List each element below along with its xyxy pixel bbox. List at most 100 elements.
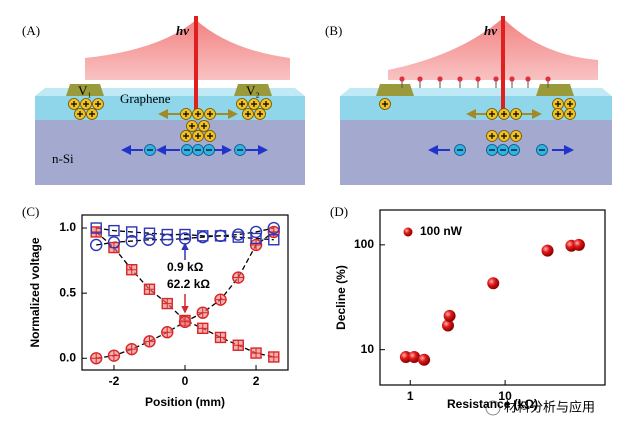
marker-square: [126, 226, 138, 238]
electron: [454, 144, 466, 156]
molecule: [545, 76, 551, 82]
data-point: [90, 226, 102, 238]
electron: [181, 144, 193, 156]
plus-sign: [501, 133, 507, 139]
marker-cross: [268, 351, 279, 362]
marker-square: [143, 227, 156, 239]
data-point: [214, 229, 227, 243]
data-point: [197, 322, 209, 335]
plus-sign: [489, 111, 495, 117]
x-tick-label: -2: [109, 374, 120, 388]
y-tick-label: 0.5: [59, 285, 76, 299]
data-point: [249, 225, 263, 239]
hole: [564, 108, 576, 120]
data-point: [196, 306, 209, 319]
electrode: [376, 84, 414, 96]
plus-sign: [489, 133, 495, 139]
electron: [536, 144, 548, 156]
data-point: [143, 233, 156, 246]
hole: [510, 108, 522, 120]
hole: [86, 108, 98, 120]
hole: [564, 98, 576, 110]
marker-cross: [126, 344, 137, 355]
marker-cross: [251, 239, 262, 250]
data-point: [161, 233, 174, 246]
data-point: [268, 234, 280, 246]
plus-sign: [207, 133, 213, 139]
plus-sign: [567, 111, 573, 117]
electrode: [66, 84, 104, 96]
electrode: [536, 84, 574, 96]
panel-b: (B) hv: [325, 16, 612, 185]
plus-sign: [501, 111, 507, 117]
data-point: [143, 227, 156, 239]
y-tick-label: 0.0: [59, 350, 76, 364]
plus-sign: [567, 101, 573, 107]
data-point: [90, 222, 102, 234]
y-tick-label: 100: [354, 237, 374, 251]
marker-circle: [232, 228, 245, 241]
data-point: [108, 224, 120, 237]
electron: [508, 144, 520, 156]
data-point: [161, 228, 173, 241]
data-point: [418, 353, 431, 366]
hole: [379, 98, 391, 110]
hole: [180, 130, 192, 142]
marker-circle: [196, 230, 209, 244]
annotation: 0.9 kΩ: [167, 260, 204, 274]
molecule: [417, 76, 423, 82]
graphene-layer: [340, 96, 612, 120]
data-point: [399, 351, 412, 364]
marker-square: [268, 234, 280, 246]
light-profile: [388, 18, 598, 80]
plus-sign: [201, 123, 207, 129]
hole: [248, 98, 260, 110]
light-label: hv: [484, 23, 497, 38]
hole: [242, 108, 254, 120]
y-axis-label: Decline (%): [334, 265, 348, 330]
marker-circle: [214, 229, 227, 243]
plus-sign: [95, 101, 101, 107]
molecule: [493, 76, 499, 82]
hole: [486, 108, 498, 120]
data-point: [250, 347, 262, 359]
fit-line: [95, 231, 274, 358]
hole: [68, 98, 80, 110]
hole: [254, 108, 266, 120]
panel-label: (D): [330, 204, 348, 219]
plus-sign: [195, 111, 201, 117]
data-point: [541, 244, 554, 257]
marker-circle: [143, 233, 156, 246]
data-point: [268, 351, 280, 363]
data-point: [441, 319, 454, 332]
data-point: [232, 271, 245, 284]
electrode-label: V₂: [246, 83, 260, 98]
plus-sign: [71, 101, 77, 107]
marker-cross: [251, 348, 262, 359]
marker-square: [90, 222, 102, 234]
substrate: [35, 120, 305, 185]
hole: [260, 98, 272, 110]
marker-square: [179, 228, 191, 241]
marker-cross: [215, 332, 226, 343]
marker-cross: [215, 294, 226, 305]
marker-cross: [197, 323, 208, 334]
marker-cross: [126, 264, 137, 275]
plus-sign: [189, 123, 195, 129]
molecule: [475, 76, 481, 82]
marker-circle: [125, 234, 138, 248]
marker-circle: [161, 233, 174, 246]
data-point: [214, 293, 227, 306]
light-label: hv: [176, 23, 189, 38]
data-point: [125, 234, 138, 248]
y-tick-label: 10: [361, 342, 375, 356]
electron: [203, 144, 215, 156]
plus-sign: [195, 133, 201, 139]
panel-label: (B): [325, 23, 342, 38]
marker-cross: [144, 284, 155, 295]
data-point: [196, 230, 209, 244]
hole: [498, 130, 510, 142]
plus-sign: [83, 101, 89, 107]
marker-cross: [91, 226, 102, 237]
